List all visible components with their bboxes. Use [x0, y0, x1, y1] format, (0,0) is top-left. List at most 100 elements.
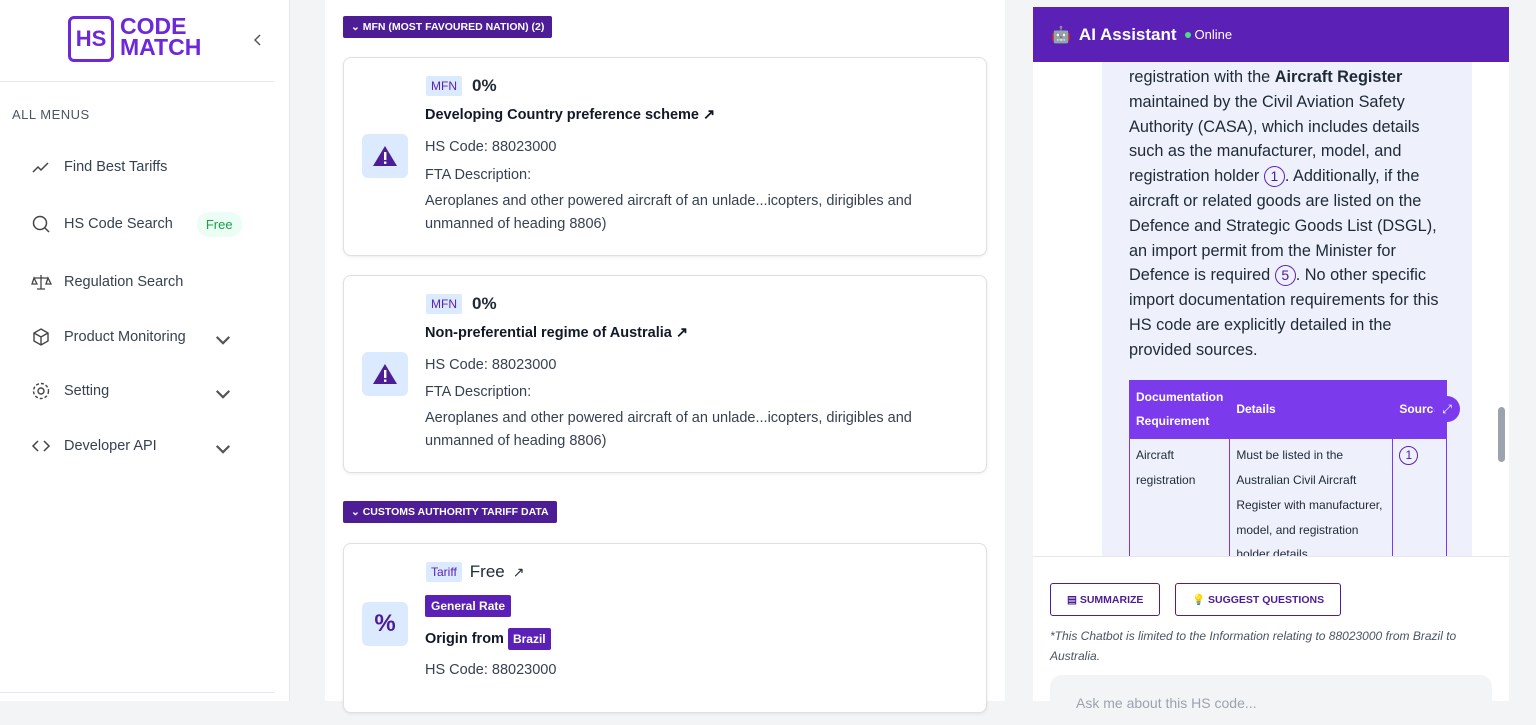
text: . Additionally, if the aircraft or relat…	[1129, 167, 1437, 285]
logo-text: CODE MATCH	[120, 13, 202, 60]
description-label: FTA Description:	[425, 384, 532, 400]
icon	[32, 382, 50, 400]
title-text: Developing Country preference scheme	[425, 107, 699, 123]
warning-icon	[362, 352, 408, 396]
hs-code: HS Code: 88023000	[425, 662, 557, 678]
tariff-card: % Tariff Free ↗ General Rate Origin from Br…	[343, 543, 987, 713]
free-badge: Free	[196, 211, 242, 237]
chat-area: registration with the Aircraft Register …	[1033, 62, 1509, 556]
rate-badge: General Rate	[425, 595, 512, 617]
section-header[interactable]: ⌄ CUSTOMS AUTHORITY TARIFF DATA	[343, 501, 557, 523]
chat-input[interactable]: Ask me about this HS code...	[1050, 675, 1492, 725]
cell: Must be listed in the Australian Civil A…	[1229, 438, 1394, 556]
status-dot	[1184, 31, 1191, 38]
text: . No other specific import documentation…	[1129, 266, 1439, 359]
text: maintained by the Civil Aviation Safety …	[1129, 92, 1420, 186]
citation[interactable]: 5	[1274, 265, 1296, 287]
robot-icon: 🤖	[1051, 26, 1071, 44]
logo-bottom: MATCH	[120, 34, 202, 60]
cell: 1	[1392, 438, 1447, 556]
menu-item[interactable]: Product Monitoring	[30, 319, 260, 355]
message: registration with the Aircraft Register …	[1128, 65, 1449, 556]
section-title: MFN (MOST FAVOURED NATION) (2)	[362, 21, 545, 33]
tag: Tariff	[426, 562, 462, 582]
chevron	[215, 445, 231, 454]
button-label: SUMMARIZE	[1079, 593, 1144, 606]
icon	[32, 162, 49, 173]
expand-button[interactable]: ⤢	[1434, 396, 1460, 422]
rate-row: MFN 0%	[426, 76, 497, 96]
external-link[interactable]: ↗	[512, 563, 525, 580]
bold-text: Aircraft Register	[1274, 68, 1403, 86]
header: Details	[1229, 379, 1394, 440]
divider	[1033, 556, 1509, 557]
hs-code: HS Code: 88023000	[425, 139, 557, 155]
menu-item[interactable]: Regulation Search	[30, 264, 260, 300]
tag: MFN	[426, 76, 462, 96]
suggest-button[interactable]: 💡 SUGGEST QUESTIONS	[1175, 583, 1342, 616]
menu-item[interactable]: HS Code Search Free	[30, 206, 260, 242]
disclaimer: *This Chatbot is limited to the Informat…	[1050, 629, 1457, 663]
menu-label: Setting	[64, 383, 110, 399]
summarize-button[interactable]: ▤ SUMMARIZE	[1050, 583, 1161, 616]
citation[interactable]: 1	[1263, 166, 1285, 188]
citation[interactable]: 1	[1399, 446, 1419, 466]
assistant-panel: 🤖 AI Assistant Online registration with th…	[1033, 7, 1509, 725]
hs-code: HS Code: 88023000	[425, 357, 557, 373]
warning-icon	[362, 134, 408, 178]
header: Documentation Requirement	[1128, 379, 1231, 440]
logo-mark: HS	[68, 16, 114, 62]
text: registration with the	[1129, 68, 1275, 86]
cell: Aircraft registration	[1128, 438, 1231, 556]
logo-top: CODE	[120, 13, 187, 39]
percent-icon: %	[362, 602, 408, 646]
menu-item[interactable]: Find Best Tariffs	[30, 149, 260, 185]
menu-item[interactable]: Developer API	[30, 428, 260, 464]
rate: Free	[469, 562, 505, 581]
row: Aircraft registration Must be listed in t…	[1128, 438, 1447, 556]
tag: MFN	[426, 294, 462, 314]
menu-label: Product Monitoring	[64, 329, 186, 345]
menu-label: HS Code Search	[64, 216, 173, 232]
menu-label: Find Best Tariffs	[64, 159, 168, 175]
description: Aeroplanes and other powered aircraft of…	[425, 410, 912, 449]
rate-row: Tariff Free ↗	[426, 562, 525, 582]
origin-badge: Brazil	[507, 628, 551, 650]
card-title[interactable]: Non-preferential regime of Australia ↗	[425, 325, 689, 341]
chevron	[215, 390, 231, 399]
collapse-button[interactable]	[252, 33, 264, 47]
icon	[32, 215, 50, 233]
chevron	[215, 336, 231, 345]
tariff-card: MFN 0% Non-preferential regime of Austral…	[343, 275, 987, 473]
icon	[373, 146, 397, 166]
icon	[33, 328, 49, 346]
icon	[31, 275, 52, 290]
card-title[interactable]: Developing Country preference scheme ↗	[425, 107, 716, 123]
table: Documentation Requirement Details Source A…	[1128, 379, 1447, 556]
section-title: CUSTOMS AUTHORITY TARIFF DATA	[362, 506, 549, 518]
description-label: FTA Description:	[425, 167, 532, 183]
status: Online	[1194, 27, 1233, 42]
rate: 0%	[472, 294, 497, 313]
section-label: ALL MENUS	[12, 107, 90, 122]
divider	[0, 692, 274, 693]
menu-label: Developer API	[64, 438, 157, 454]
divider	[0, 81, 274, 82]
title-text: Non-preferential regime of Australia	[425, 325, 672, 341]
description: Aeroplanes and other powered aircraft of…	[425, 193, 912, 232]
section-header[interactable]: ⌄ MFN (MOST FAVOURED NATION) (2)	[343, 16, 553, 38]
sidebar: HS CODE MATCH ALL MENUS Find Best Tariffs…	[0, 0, 290, 701]
assistant-header: 🤖 AI Assistant Online	[1033, 7, 1509, 62]
tariff-card: MFN 0% Developing Country preference sche…	[343, 57, 987, 256]
placeholder: Ask me about this HS code...	[1076, 695, 1257, 711]
icon	[31, 440, 51, 452]
menu-item[interactable]: Setting	[30, 373, 260, 409]
rate-row: MFN 0%	[426, 294, 497, 314]
main-panel: ⌄ MFN (MOST FAVOURED NATION) (2) MFN 0% D…	[325, 0, 1005, 713]
assistant-title: AI Assistant	[1078, 24, 1177, 44]
scrollbar[interactable]	[1498, 407, 1505, 462]
rate: 0%	[472, 76, 497, 95]
menu-label: Regulation Search	[64, 274, 184, 290]
origin-label: Origin from	[425, 631, 504, 647]
